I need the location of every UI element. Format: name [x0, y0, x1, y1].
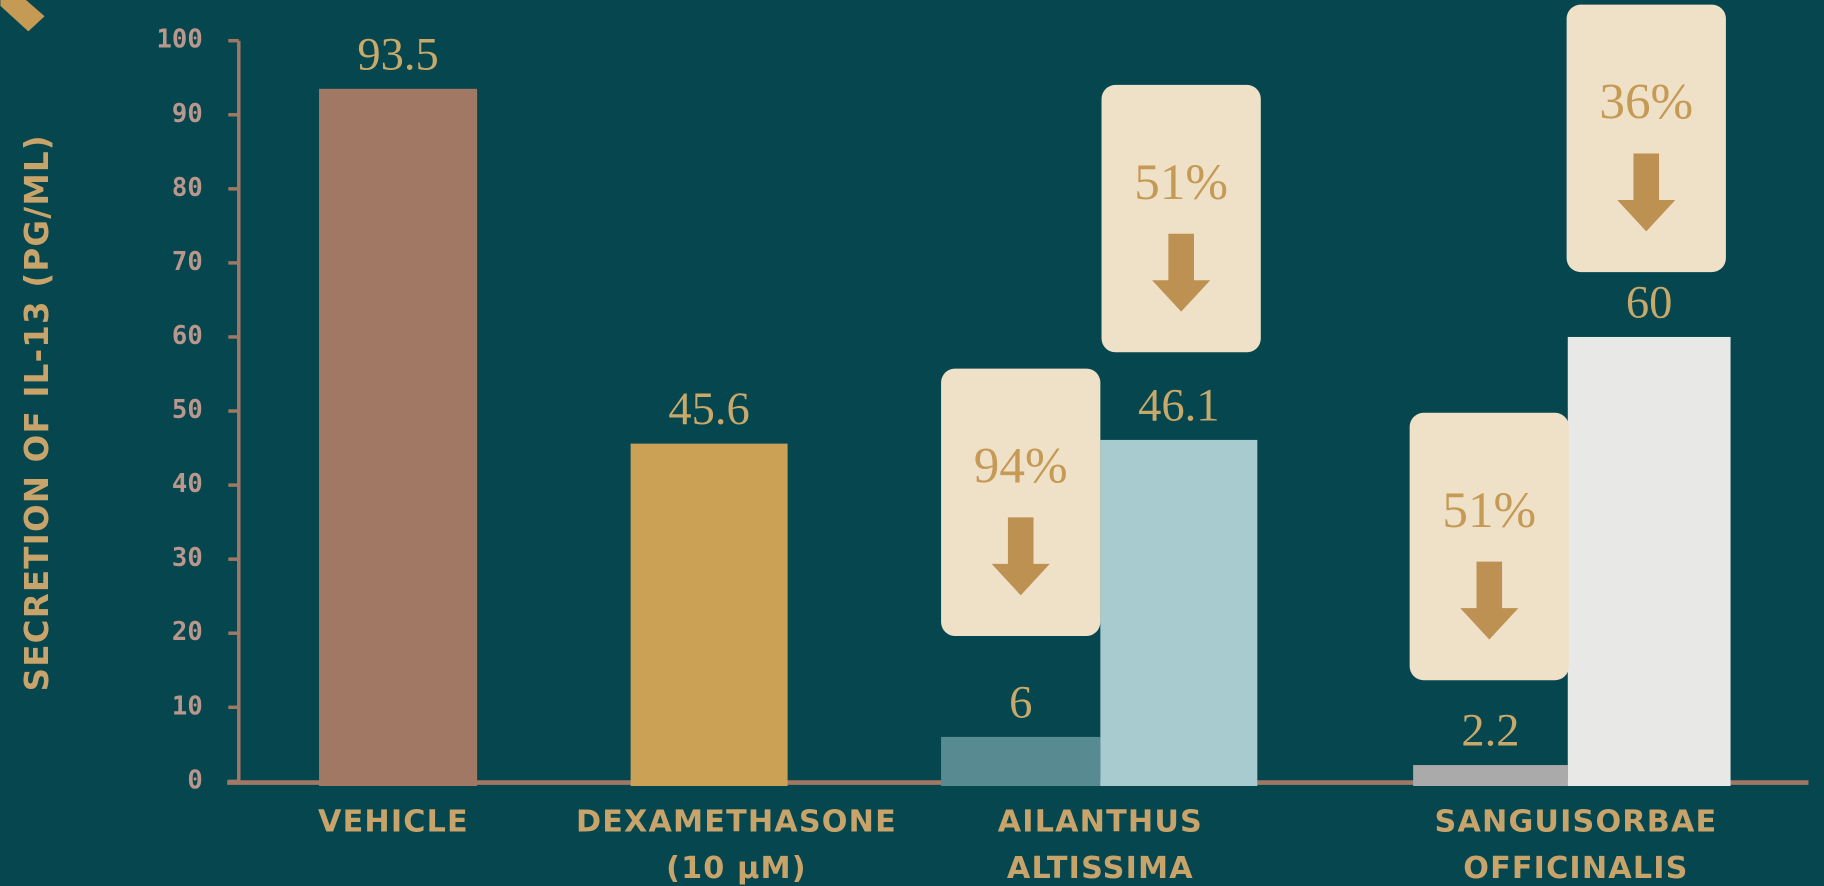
annotation-box	[941, 368, 1101, 637]
value-label: 2.2	[1461, 706, 1519, 757]
bar	[1567, 336, 1731, 787]
x-tick-label: ALTISSIMA	[1007, 851, 1194, 886]
x-tick-label: SANGUISORBAE	[1435, 805, 1718, 840]
y-tick-label: 40	[172, 469, 203, 499]
y-tick-label: 50	[172, 395, 203, 425]
annotation-box	[1101, 84, 1261, 353]
y-tick-label: 60	[172, 321, 203, 351]
value-label: 46.1	[1138, 380, 1219, 431]
down-arrow	[1617, 153, 1676, 232]
bar	[630, 443, 788, 787]
bar	[1100, 439, 1258, 787]
bar	[1413, 765, 1568, 787]
value-label: 45.6	[668, 384, 749, 435]
y-tick-label: 70	[172, 247, 203, 277]
x-tick-label: AILANTHUS	[998, 805, 1203, 840]
y-tick-label: 80	[172, 173, 203, 203]
value-label: 6	[1009, 677, 1032, 728]
annotation: 36%	[1599, 74, 1693, 131]
y-tick-label: 30	[172, 543, 203, 573]
down-arrow	[1152, 233, 1211, 312]
annotation: 51%	[1442, 482, 1536, 539]
bar	[941, 736, 1101, 787]
y-tick-label: 20	[172, 617, 203, 647]
y-tick-label: 0	[187, 765, 202, 795]
annotation-box	[1566, 4, 1726, 273]
annotation-box	[1409, 412, 1569, 681]
y-tick-label: 10	[172, 691, 203, 721]
bar	[319, 88, 478, 787]
y-tick-label: 90	[172, 99, 203, 129]
down-arrow	[1460, 561, 1519, 640]
x-tick-label: OFFICINALIS	[1463, 851, 1688, 886]
corner-decoration	[0, 0, 45, 32]
down-arrow	[991, 517, 1050, 596]
annotation: 94%	[974, 438, 1068, 495]
value-label: 60	[1626, 277, 1673, 328]
value-label: 93.5	[357, 29, 438, 80]
y-axis-title: SECRETION OF IL-13 (PG/ML)	[18, 134, 56, 691]
x-tick-label: VEHICLE	[318, 805, 469, 840]
y-tick-label: 100	[157, 25, 203, 55]
x-tick-label: (10 µM)	[666, 851, 807, 886]
annotation: 51%	[1134, 154, 1228, 211]
x-tick-label: DEXAMETHASONE	[576, 805, 897, 840]
